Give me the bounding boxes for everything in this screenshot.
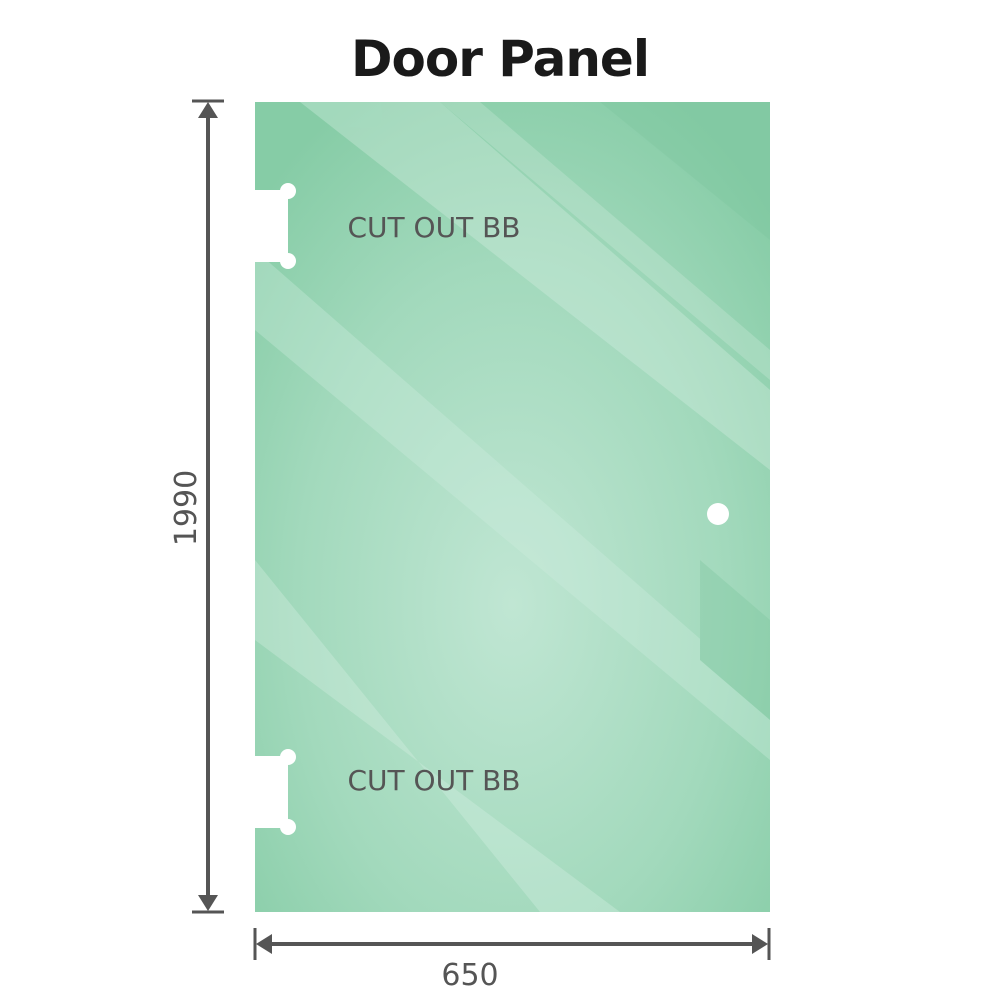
diagram-title: Door Panel xyxy=(351,30,650,88)
cutout-bottom xyxy=(250,749,296,835)
height-dimension-line xyxy=(192,99,224,914)
handle-hole xyxy=(707,503,729,525)
cutout-label-top: CUT OUT BB xyxy=(347,211,520,244)
width-dimension-label: 650 xyxy=(441,958,498,993)
glass-panel xyxy=(255,102,770,912)
height-dimension-label: 1990 xyxy=(169,470,204,546)
cutout-label-bottom: CUT OUT BB xyxy=(347,764,520,797)
cutout-top xyxy=(250,183,296,269)
width-dimension-line xyxy=(253,928,771,960)
